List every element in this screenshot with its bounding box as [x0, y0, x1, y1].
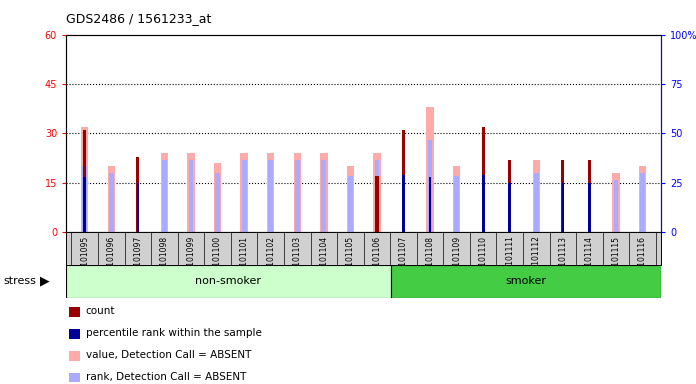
Bar [562, 183, 564, 232]
Text: GSM101103: GSM101103 [293, 236, 302, 282]
Bar [161, 153, 168, 232]
Text: GSM101108: GSM101108 [425, 236, 434, 281]
Bar [429, 177, 432, 232]
Text: non-smoker: non-smoker [196, 276, 262, 286]
Bar [187, 153, 195, 232]
Bar [588, 160, 591, 232]
Text: ▶: ▶ [40, 275, 50, 288]
Text: GSM101099: GSM101099 [187, 236, 196, 282]
Text: GSM101097: GSM101097 [134, 236, 143, 282]
Bar [267, 153, 274, 232]
Bar [427, 140, 432, 232]
Text: GSM101105: GSM101105 [346, 236, 355, 282]
Text: GSM101112: GSM101112 [532, 236, 541, 281]
Bar [373, 153, 381, 232]
Bar [508, 160, 512, 232]
Bar [348, 176, 353, 232]
Text: GSM101096: GSM101096 [106, 236, 116, 282]
Bar [82, 166, 87, 232]
Bar [69, 351, 79, 361]
Text: GSM101098: GSM101098 [160, 236, 169, 282]
Bar [189, 160, 193, 232]
Bar [69, 373, 79, 382]
Bar [347, 166, 354, 232]
Bar [81, 127, 88, 232]
Text: GSM101102: GSM101102 [266, 236, 275, 281]
Text: GDS2486 / 1561233_at: GDS2486 / 1561233_at [66, 12, 212, 25]
Bar [214, 163, 221, 232]
Bar [136, 183, 139, 232]
Text: GSM101113: GSM101113 [558, 236, 567, 281]
Bar [322, 160, 326, 232]
Bar [454, 176, 459, 232]
Bar [532, 160, 540, 232]
Bar [402, 175, 405, 232]
Text: stress: stress [3, 276, 36, 286]
Bar [509, 183, 511, 232]
Bar [320, 153, 328, 232]
Bar [614, 180, 619, 232]
Bar [482, 175, 484, 232]
Bar [640, 173, 645, 232]
Bar [375, 176, 379, 232]
Bar [84, 177, 86, 232]
Bar [83, 130, 86, 232]
Bar [453, 166, 460, 232]
Bar [561, 160, 564, 232]
Text: percentile rank within the sample: percentile rank within the sample [86, 328, 262, 338]
Text: GSM101110: GSM101110 [479, 236, 488, 281]
Bar [69, 329, 79, 339]
FancyBboxPatch shape [66, 265, 390, 298]
Text: count: count [86, 306, 115, 316]
Text: GSM101106: GSM101106 [372, 236, 381, 282]
Bar [240, 153, 248, 232]
FancyBboxPatch shape [390, 265, 661, 298]
Bar [109, 173, 113, 232]
Text: GSM101111: GSM101111 [505, 236, 514, 281]
Bar [534, 173, 539, 232]
Bar [639, 166, 647, 232]
Text: GSM101107: GSM101107 [399, 236, 408, 282]
Bar [374, 160, 379, 232]
Bar [136, 157, 139, 232]
Text: GSM101095: GSM101095 [80, 236, 89, 282]
Bar [588, 183, 591, 232]
Bar [69, 307, 79, 317]
Bar [427, 107, 434, 232]
Text: value, Detection Call = ABSENT: value, Detection Call = ABSENT [86, 350, 251, 360]
Bar [108, 166, 115, 232]
Text: smoker: smoker [505, 276, 546, 286]
Bar [162, 160, 167, 232]
Text: GSM101116: GSM101116 [638, 236, 647, 281]
Text: GSM101109: GSM101109 [452, 236, 461, 282]
Bar [402, 130, 405, 232]
Bar [295, 160, 300, 232]
Text: GSM101104: GSM101104 [319, 236, 329, 282]
Bar [215, 173, 220, 232]
Bar [294, 153, 301, 232]
Text: GSM101101: GSM101101 [239, 236, 248, 281]
Text: rank, Detection Call = ABSENT: rank, Detection Call = ABSENT [86, 372, 246, 382]
Bar [242, 160, 246, 232]
Text: GSM101114: GSM101114 [585, 236, 594, 281]
Bar [612, 173, 619, 232]
Text: GSM101100: GSM101100 [213, 236, 222, 282]
Text: GSM101115: GSM101115 [612, 236, 621, 281]
Bar [482, 127, 485, 232]
Bar [268, 160, 273, 232]
